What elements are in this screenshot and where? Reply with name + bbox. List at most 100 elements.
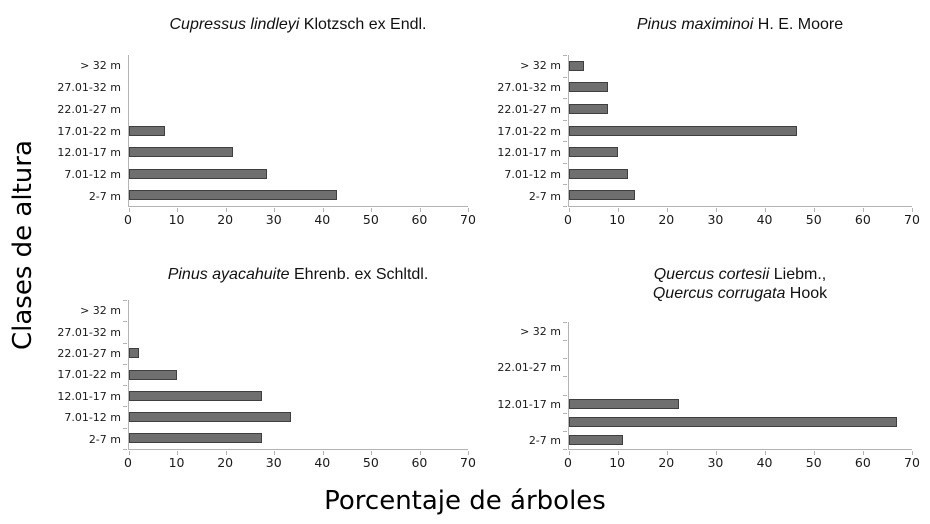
category-label: 2-7 m bbox=[88, 432, 121, 446]
chart-title: Pinus maximinoi H. E. Moore bbox=[482, 6, 912, 55]
x-tick-label: 50 bbox=[362, 212, 379, 227]
chart-panel-pinus-ayacahuite: Pinus ayacahuite Ehrenb. ex Schltdl. > 3… bbox=[46, 256, 476, 472]
y-tick-mark bbox=[123, 300, 127, 301]
bar bbox=[569, 82, 609, 93]
x-tick-label: 40 bbox=[314, 455, 331, 470]
x-tick-mark bbox=[618, 208, 619, 212]
y-tick-mark bbox=[123, 363, 127, 365]
x-tick-mark bbox=[177, 451, 179, 455]
y-tick-mark bbox=[563, 430, 567, 432]
bar bbox=[569, 190, 636, 201]
category-label: 12.01-17 m bbox=[497, 146, 561, 160]
category-label: 7.01-12 m bbox=[504, 167, 561, 181]
bar bbox=[569, 168, 628, 179]
x-tick-label: 0 bbox=[124, 212, 132, 227]
x-tick-label: 40 bbox=[756, 212, 773, 227]
x-tick-label: 50 bbox=[805, 455, 822, 470]
x-tick-mark bbox=[468, 451, 469, 455]
chart-panel-quercus-cortesii-corrugata: Quercus cortesii Liebm., Quercus corrugat… bbox=[482, 256, 920, 472]
x-tick-label: 70 bbox=[460, 455, 476, 470]
bar bbox=[129, 433, 263, 444]
x-tick-label: 0 bbox=[564, 212, 572, 227]
y-tick-mark bbox=[123, 406, 127, 408]
plot-area bbox=[123, 300, 469, 455]
x-tick-mark bbox=[371, 208, 373, 212]
x-tick-mark bbox=[667, 451, 668, 455]
x-tick-label: 40 bbox=[314, 212, 331, 227]
x-tick-mark bbox=[863, 208, 864, 212]
y-axis-labels: > 32 m 27.01-32 m 22.01-27 m 17.01-22 m 12.0… bbox=[46, 55, 128, 207]
x-tick-mark bbox=[912, 208, 913, 212]
category-label: 22.01-27 m bbox=[497, 361, 561, 375]
plot-area bbox=[563, 55, 913, 212]
x-axis-labels: 0 10 20 30 40 50 60 70 bbox=[564, 450, 920, 472]
chart-body: > 32 m 27.01-32 m 22.01-27 m 17.01-22 m 12.0… bbox=[46, 55, 469, 212]
category-label: 12.01-17 m bbox=[57, 146, 121, 160]
x-axis-title: Porcentaje de árboles bbox=[324, 486, 606, 516]
y-tick-mark bbox=[563, 98, 567, 100]
bar bbox=[129, 168, 268, 179]
x-tick-label: 70 bbox=[460, 212, 476, 227]
bar bbox=[569, 103, 609, 114]
y-tick-mark bbox=[123, 449, 127, 450]
y-tick-mark bbox=[563, 449, 567, 450]
x-tick-mark bbox=[322, 451, 324, 455]
x-tick-label: 20 bbox=[217, 455, 234, 470]
x-tick-mark bbox=[569, 451, 570, 455]
category-label bbox=[482, 377, 568, 395]
y-tick-mark bbox=[563, 119, 567, 121]
bar bbox=[129, 147, 234, 158]
y-tick-mark bbox=[563, 162, 567, 164]
category-label: 22.01-27 m bbox=[57, 102, 121, 116]
x-tick-mark bbox=[667, 208, 668, 212]
x-tick-mark bbox=[129, 208, 130, 212]
x-tick-label: 60 bbox=[854, 212, 871, 227]
category-label: 12.01-17 m bbox=[57, 389, 121, 403]
category-label: 22.01-27 m bbox=[57, 347, 121, 361]
y-axis-labels: > 32 m 27.01-32 m 22.01-27 m 17.01-22 m 12.0… bbox=[482, 55, 568, 207]
plot-area bbox=[563, 322, 913, 455]
x-tick-label: 70 bbox=[904, 455, 920, 470]
x-tick-label: 30 bbox=[707, 212, 724, 227]
bar bbox=[569, 125, 797, 136]
y-tick-mark bbox=[123, 427, 127, 429]
x-tick-mark bbox=[225, 208, 227, 212]
y-axis-labels: > 32 m 22.01-27 m 12.01-17 m 2-7 m bbox=[482, 322, 568, 450]
x-tick-label: 20 bbox=[217, 212, 234, 227]
x-tick-mark bbox=[225, 451, 227, 455]
chart-title-line: Pinus maximinoi H. E. Moore bbox=[636, 16, 844, 33]
chart-panel-pinus-maximinoi: Pinus maximinoi H. E. Moore > 32 m 27.01-… bbox=[482, 6, 920, 236]
x-tick-mark bbox=[274, 451, 276, 455]
x-tick-mark bbox=[322, 208, 324, 212]
bar bbox=[129, 390, 263, 401]
x-axis-labels: 0 10 20 30 40 50 60 70 bbox=[124, 207, 476, 229]
category-label: 2-7 m bbox=[88, 189, 121, 203]
category-label: > 32 m bbox=[80, 304, 121, 318]
x-tick-mark bbox=[765, 208, 766, 212]
bar bbox=[129, 412, 292, 423]
x-tick-mark bbox=[419, 451, 421, 455]
y-tick-mark bbox=[563, 55, 567, 56]
bar bbox=[129, 348, 139, 359]
x-tick-label: 60 bbox=[854, 455, 871, 470]
chart-title-line: Quercus corrugata Hook bbox=[652, 285, 828, 302]
y-tick-mark bbox=[563, 141, 567, 143]
x-tick-mark bbox=[863, 451, 864, 455]
bar bbox=[569, 398, 680, 409]
x-tick-label: 10 bbox=[609, 212, 626, 227]
y-tick-mark bbox=[123, 321, 127, 323]
y-axis-labels: > 32 m 27.01-32 m 22.01-27 m 17.01-22 m 12.0… bbox=[46, 300, 128, 450]
category-label: 17.01-22 m bbox=[57, 124, 121, 138]
x-tick-label: 40 bbox=[756, 455, 773, 470]
bar bbox=[569, 434, 623, 445]
x-tick-mark bbox=[274, 208, 276, 212]
x-tick-label: 20 bbox=[658, 455, 675, 470]
plot-area bbox=[128, 55, 469, 212]
bar bbox=[569, 416, 898, 427]
x-tick-label: 0 bbox=[124, 455, 132, 470]
category-label: > 32 m bbox=[520, 324, 561, 338]
category-label: 27.01-32 m bbox=[57, 325, 121, 339]
x-tick-mark bbox=[129, 451, 130, 455]
x-tick-label: 30 bbox=[265, 212, 282, 227]
